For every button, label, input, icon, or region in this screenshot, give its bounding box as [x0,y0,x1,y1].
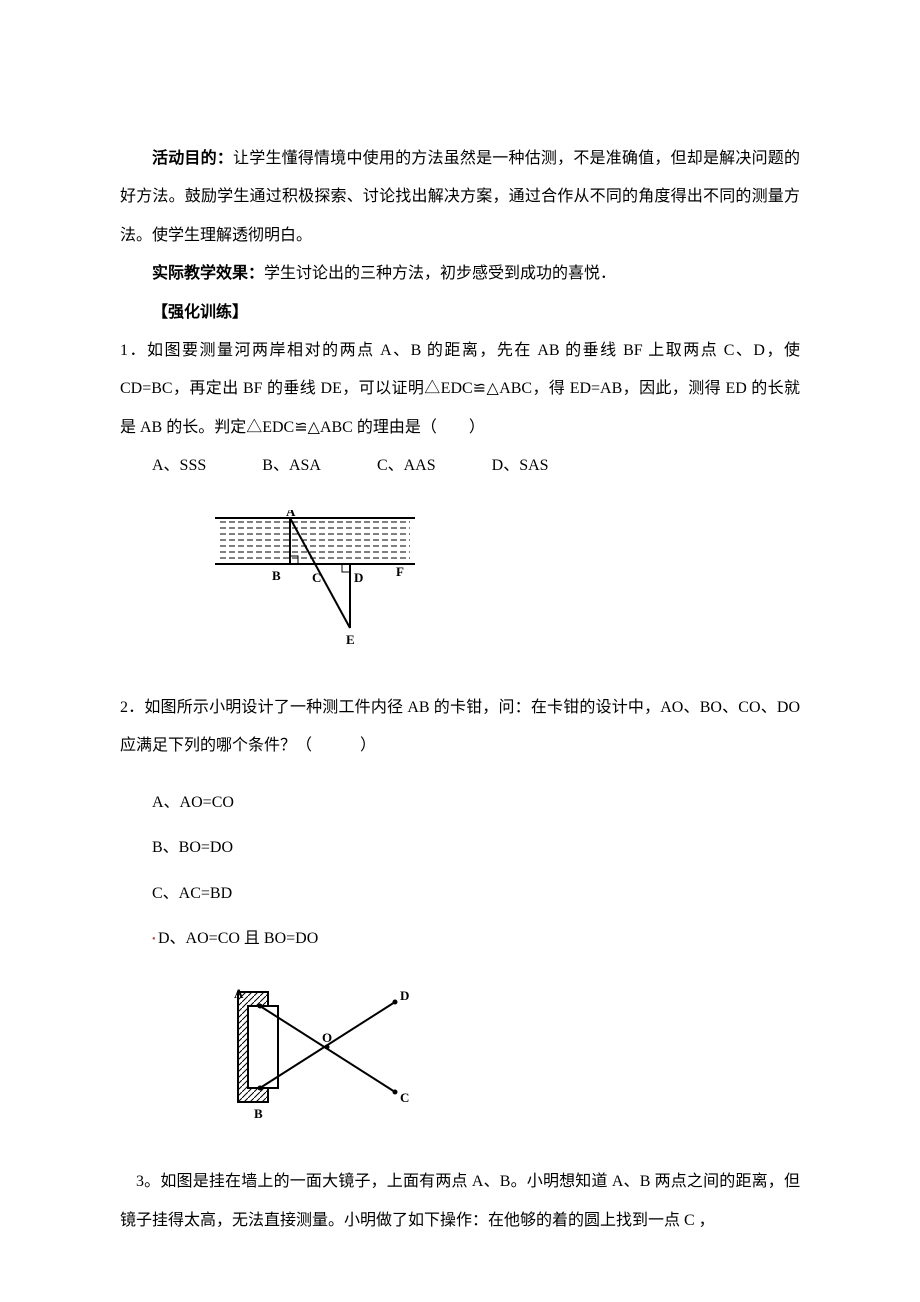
q2-opt-d-text: D、AO=CO 且 BO=DO [158,930,318,947]
q2-opt-c: C、AC=BD [152,873,800,915]
q2-opt-d: ●D、AO=CO 且 BO=DO [152,918,800,960]
pt-c [393,1090,398,1095]
label2-b: B [254,1106,263,1121]
label-e: E [346,632,355,647]
caliper-diagram: A B O D C [230,984,430,1124]
label-f: F [396,564,404,579]
q1-opt-a: A、SSS [152,447,206,485]
q2-figure: A B O D C [230,984,800,1139]
q2-options: A、AO=CO B、BO=DO C、AC=BD ●D、AO=CO 且 BO=DO [120,782,800,960]
label-c: C [312,570,321,585]
river-water [220,522,410,558]
label2-o: O [322,1030,332,1045]
label-d: D [354,570,363,585]
q1-options: A、SSS B、ASA C、AAS D、SAS [120,447,800,485]
q3-text: 3。如图是挂在墙上的一面大镜子，上面有两点 A、B。小明想知道 A、B 两点之间… [120,1163,800,1240]
river-diagram: A B C D F E [210,510,430,650]
workpiece-inner [248,1006,278,1088]
label2-a: A [234,986,244,1001]
q1-figure: A B C D F E [210,510,800,665]
q2-opt-b: B、BO=DO [152,827,800,869]
q1-opt-c: C、AAS [377,447,436,485]
label-b: B [272,568,281,583]
q2-text: 2．如图所示小明设计了一种测工件内径 AB 的卡钳，问：在卡钳的设计中，AO、B… [120,689,800,766]
right-angle-d [342,564,350,572]
q1-opt-d: D、SAS [492,447,549,485]
pt-b [258,1086,263,1091]
label2-c: C [400,1090,409,1105]
label-a: A [286,510,296,519]
pt-a [258,1004,263,1009]
section-heading: 【强化训练】 [120,294,800,332]
right-angle-b [290,556,298,564]
q1-text: 1．如图要测量河两岸相对的两点 A、B 的距离，先在 AB 的垂线 BF 上取两… [120,332,800,447]
q1-opt-b: B、ASA [262,447,321,485]
q2-opt-a: A、AO=CO [152,782,800,824]
activity-purpose-para: 活动目的：让学生懂得情境中使用的方法虽然是一种估测，不是准确值，但却是解决问题的… [120,140,800,255]
label2-d: D [400,988,409,1003]
pt-o [325,1045,330,1050]
activity-purpose-lead: 活动目的： [152,150,233,167]
pt-d [393,1000,398,1005]
teaching-effect-para: 实际教学效果：学生讨论出的三种方法，初步感受到成功的喜悦． [120,255,800,293]
teaching-effect-lead: 实际教学效果： [152,265,264,282]
teaching-effect-text: 学生讨论出的三种方法，初步感受到成功的喜悦． [264,265,616,282]
